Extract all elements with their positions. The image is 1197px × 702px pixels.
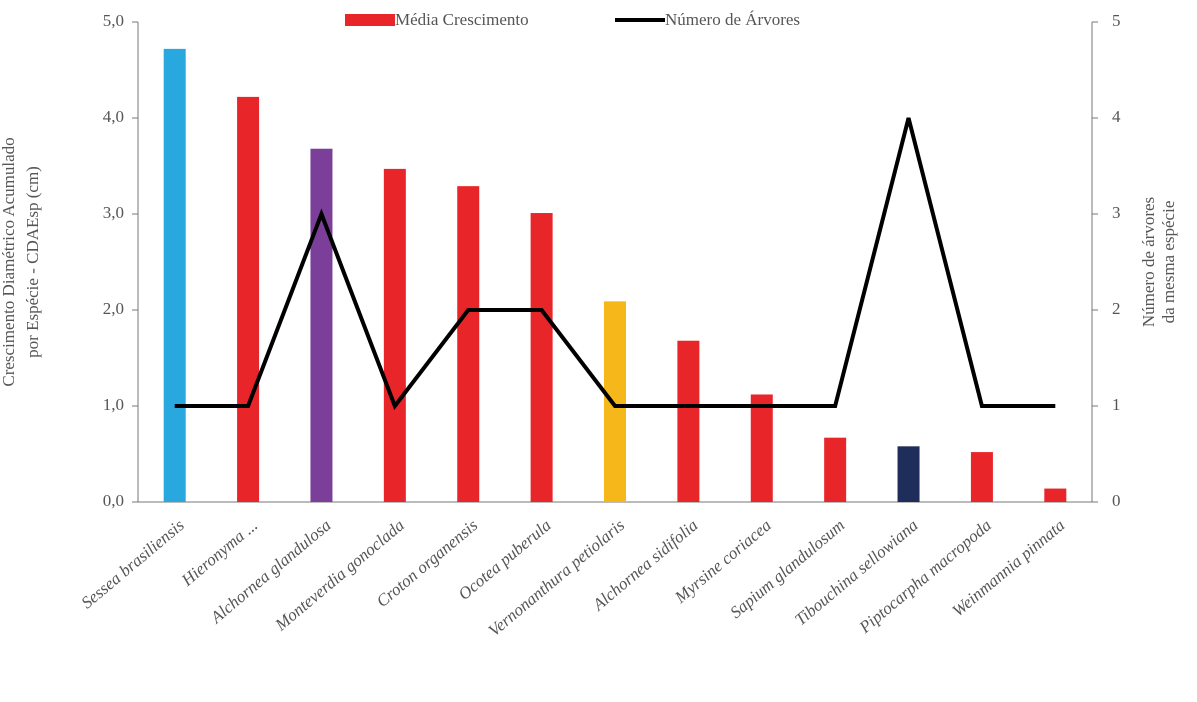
x-tick-label: Piptocarpha macropoda xyxy=(855,516,995,638)
y2-axis-title-line: Número de árvores xyxy=(1139,197,1158,327)
y-axis-title: Crescimento Diamétrico Acumulado por Espé… xyxy=(0,137,42,386)
x-tick-label: Tibouchina sellowiana xyxy=(791,516,922,630)
y-tick-label: 3,0 xyxy=(103,203,124,222)
y-tick-label: 1,0 xyxy=(103,395,124,414)
x-tick-label: Alchornea glandulosa xyxy=(206,516,334,628)
bar xyxy=(383,168,406,502)
x-tick-label: Vernonanthura petiolaris xyxy=(485,515,629,640)
bar xyxy=(897,446,920,502)
y2-tick-label: 3 xyxy=(1112,203,1121,222)
bar xyxy=(237,96,260,502)
y2-tick-label: 1 xyxy=(1112,395,1121,414)
bar xyxy=(750,394,773,502)
y-tick-label: 5,0 xyxy=(103,11,124,30)
legend-label: Número de Árvores xyxy=(665,10,800,29)
x-tick-label: Monteverdia gonoclada xyxy=(271,516,408,635)
y-axis-title-line: Crescimento Diamétrico Acumulado xyxy=(0,137,18,386)
y2-tick-label: 5 xyxy=(1112,11,1121,30)
y2-tick-label: 0 xyxy=(1112,491,1121,510)
bar xyxy=(163,48,186,502)
bar xyxy=(1044,488,1067,502)
bar xyxy=(604,301,626,502)
y-tick-label: 2,0 xyxy=(103,299,124,318)
y2-axis-title: Número de árvoresda mesma espécie xyxy=(1139,197,1178,327)
y2-tick-label: 4 xyxy=(1112,107,1121,126)
legend-swatch xyxy=(345,14,395,26)
bar xyxy=(457,186,480,502)
x-tick-label: Sessea brasiliensis xyxy=(78,515,189,612)
bar xyxy=(530,213,553,503)
y-axis-title-line: por Espécie - CDAEsp (cm) xyxy=(23,166,42,358)
y-tick-label: 0,0 xyxy=(103,491,124,510)
y2-axis-title-line: da mesma espécie xyxy=(1159,201,1178,324)
line xyxy=(174,117,1056,411)
bar xyxy=(677,340,700,502)
legend-label: Média Crescimento xyxy=(395,10,529,29)
bar xyxy=(824,437,847,502)
bar xyxy=(970,452,993,502)
bar xyxy=(310,148,333,502)
y2-tick-label: 2 xyxy=(1112,299,1121,318)
y-tick-label: 4,0 xyxy=(103,107,124,126)
